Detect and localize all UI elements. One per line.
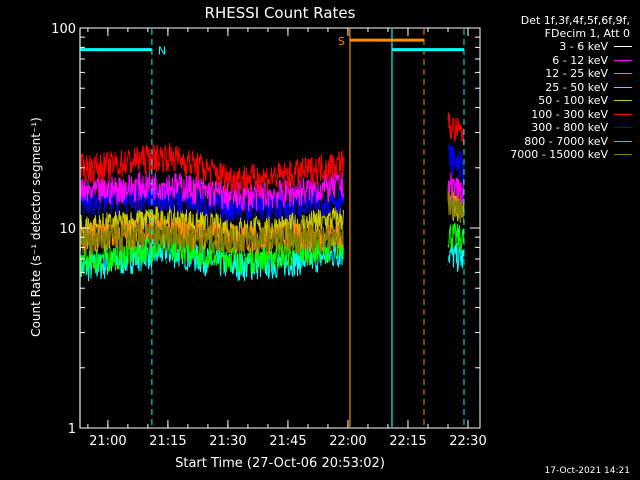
series-line-3-6-kev xyxy=(447,261,465,313)
series-line-300-800-kev xyxy=(79,183,344,224)
footer-timestamp: 17-Oct-2021 14:21 xyxy=(544,466,630,476)
axes-layer: 21:00 21:15 21:30 21:45 22:00 22:15 22:30 1 10 10… xyxy=(51,22,487,449)
series-line-6-12-kev xyxy=(79,171,344,212)
series-line-7000-15000-kev xyxy=(447,189,465,223)
series-line-3-6-kev xyxy=(79,258,344,328)
series-line-300-800-kev xyxy=(447,144,465,183)
legend-swatch xyxy=(614,73,632,75)
legend-item: 100 - 300 keV xyxy=(478,108,636,122)
legend-label: 50 - 100 keV xyxy=(538,94,608,108)
legend: Det 1f,3f,4f,5f,6f,9f, FDecim 1, Att 0 3… xyxy=(478,14,636,162)
x-tick-label: 21:30 xyxy=(209,434,246,449)
legend-swatch xyxy=(614,46,632,48)
chart-title: RHESSI Count Rates xyxy=(205,4,356,22)
legend-item: 300 - 800 keV xyxy=(478,121,636,135)
legend-label: 25 - 50 keV xyxy=(545,80,608,94)
legend-item: 3 - 6 keV xyxy=(478,40,636,54)
legend-rows: 3 - 6 keV 6 - 12 keV 12 - 25 keV 25 - 50 ke… xyxy=(478,40,636,162)
legend-swatch xyxy=(614,127,632,129)
legend-label: 100 - 300 keV xyxy=(531,107,608,121)
legend-item: 7000 - 15000 keV xyxy=(478,148,636,162)
legend-label: 800 - 7000 keV xyxy=(524,134,608,148)
legend-swatch xyxy=(614,100,632,102)
y-tick-label: 100 xyxy=(51,22,76,37)
legend-item: 12 - 25 keV xyxy=(478,67,636,81)
series-line-6-12-kev xyxy=(447,172,465,204)
legend-swatch xyxy=(614,86,632,88)
x-tick-label: 21:15 xyxy=(149,434,186,449)
y-tick-label: 10 xyxy=(59,222,76,237)
legend-swatch xyxy=(614,154,632,156)
series-line-12-25-kev xyxy=(447,222,465,254)
legend-label: 7000 - 15000 keV xyxy=(510,148,608,162)
series-layer xyxy=(79,112,465,328)
x-tick-label: 22:15 xyxy=(389,434,426,449)
x-axis-label: Start Time (27-Oct-06 20:53:02) xyxy=(175,456,385,471)
legend-item: 800 - 7000 keV xyxy=(478,135,636,149)
legend-swatch xyxy=(614,59,632,61)
legend-header-line2: FDecim 1, Att 0 xyxy=(544,27,630,40)
legend-swatch xyxy=(614,140,632,142)
legend-label: 3 - 6 keV xyxy=(559,40,608,54)
x-tick-label: 22:30 xyxy=(449,434,486,449)
state-label-s: S xyxy=(338,35,345,48)
x-tick-label: 22:00 xyxy=(329,434,366,449)
series-line-100-300-kev xyxy=(447,112,465,146)
legend-item: 25 - 50 keV xyxy=(478,81,636,95)
x-tick-label: 21:00 xyxy=(89,434,126,449)
series-line-7000-15000-kev xyxy=(79,222,344,256)
state-label-n: N xyxy=(158,45,166,58)
legend-header-line1: Det 1f,3f,4f,5f,6f,9f, xyxy=(520,14,630,27)
series-line-100-300-kev xyxy=(79,142,344,195)
legend-label: 12 - 25 keV xyxy=(545,67,608,81)
x-tick-label: 21:45 xyxy=(269,434,306,449)
legend-item: 6 - 12 keV xyxy=(478,54,636,68)
y-tick-label: 1 xyxy=(68,422,76,437)
y-axis-label: Count Rate (s⁻¹ detector segment⁻¹) xyxy=(29,117,43,337)
legend-swatch xyxy=(614,113,632,115)
series-line-50-100-kev xyxy=(79,204,344,245)
legend-label: 300 - 800 keV xyxy=(531,121,608,135)
legend-label: 6 - 12 keV xyxy=(552,53,608,67)
legend-item: 50 - 100 keV xyxy=(478,94,636,108)
